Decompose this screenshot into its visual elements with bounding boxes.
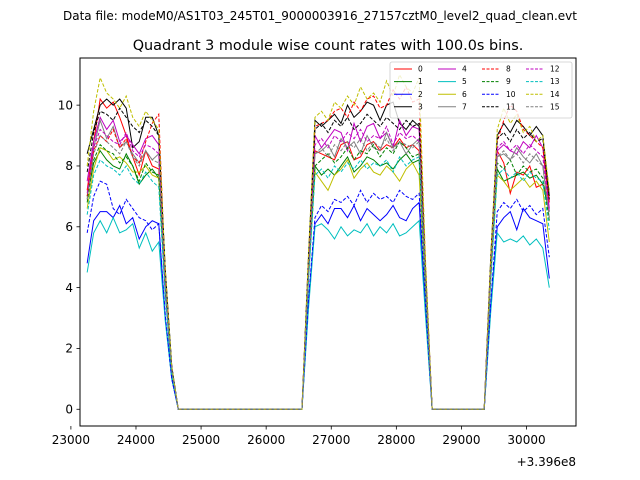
axes-frame <box>79 57 577 427</box>
x-tick-label: 28000 <box>377 433 415 447</box>
legend-label-1: 1 <box>418 77 423 86</box>
axis-ticks: 23000 24000 25000 26000 27000 28000 29000 30000… <box>52 98 546 447</box>
series-line-14 <box>86 73 550 410</box>
y-tick-label: 10 <box>58 98 73 112</box>
x-tick-label: 26000 <box>247 433 285 447</box>
legend-label-12: 12 <box>550 65 560 74</box>
chart-title: Quadrant 3 module wise count rates with … <box>133 38 524 54</box>
plot-area <box>86 73 550 410</box>
legend-label-9: 9 <box>506 77 511 86</box>
legend-label-15: 15 <box>550 102 560 111</box>
x-offset-label: +3.396e8 <box>517 455 576 469</box>
legend-label-14: 14 <box>550 90 560 99</box>
x-tick-label: 25000 <box>182 433 220 447</box>
legend-label-10: 10 <box>506 90 516 99</box>
x-tick-label: 23000 <box>52 433 90 447</box>
y-tick-label: 6 <box>65 220 73 234</box>
series-line-13 <box>86 155 550 410</box>
legend-label-4: 4 <box>462 65 467 74</box>
y-tick-label: 8 <box>65 159 73 173</box>
legend-label-2: 2 <box>418 90 423 99</box>
legend-label-13: 13 <box>550 77 560 86</box>
legend-box <box>389 61 573 119</box>
legend-label-8: 8 <box>506 65 511 74</box>
legend-label-7: 7 <box>462 102 467 111</box>
legend-label-5: 5 <box>462 77 467 86</box>
y-tick-label: 0 <box>65 402 73 416</box>
x-tick-label: 29000 <box>442 433 480 447</box>
y-tick-label: 4 <box>65 281 73 295</box>
x-tick-label: 27000 <box>312 433 350 447</box>
legend-label-0: 0 <box>418 65 423 74</box>
y-tick-label: 2 <box>65 342 73 356</box>
x-tick-label: 30000 <box>507 433 545 447</box>
legend-label-11: 11 <box>506 102 516 111</box>
legend-label-6: 6 <box>462 90 467 99</box>
suptitle: Data file: modeM0/AS1T03_245T01_90000039… <box>63 9 577 23</box>
x-tick-label: 24000 <box>117 433 155 447</box>
series-line-11 <box>86 107 550 410</box>
legend-label-3: 3 <box>418 102 423 111</box>
series-line-12 <box>86 125 550 410</box>
